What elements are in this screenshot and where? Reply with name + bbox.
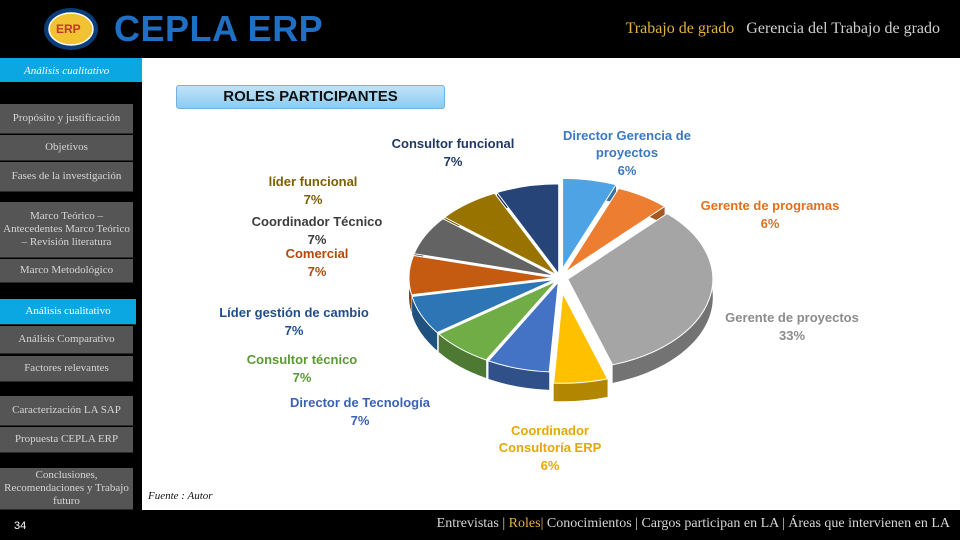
- pie-slice-side: [612, 213, 713, 383]
- header-bar: ERP CEPLA ERP Trabajo de grado Gerencia …: [0, 0, 960, 58]
- sidebar-item-caracterizacion[interactable]: Caracterización LA SAP: [0, 396, 133, 426]
- footer-nav: Entrevistas | Roles| Conocimientos | Car…: [436, 516, 950, 531]
- footer-item-conocimientos[interactable]: Conocimientos: [546, 516, 632, 531]
- sidebar-section-label: Análisis cualitativo: [0, 58, 142, 82]
- pie-slice-side: [412, 296, 438, 351]
- pie-slice-comercial: [408, 254, 555, 296]
- sidebar-item-fases[interactable]: Fases de la investigación: [0, 162, 133, 192]
- slice-value-label: 7%: [444, 154, 463, 169]
- footer-item-cargos[interactable]: Cargos participan en LA: [641, 516, 779, 531]
- slice-label: líder funcional 7%: [269, 174, 358, 207]
- pie-slice-side: [438, 334, 487, 379]
- pie-slice-director-de-tecnolog-a: [487, 280, 559, 373]
- sidebar: Análisis cualitativo Propósito y justifi…: [0, 58, 142, 510]
- sidebar-item-factores[interactable]: Factores relevantes: [0, 356, 133, 382]
- slice-value-label: 7%: [308, 232, 327, 247]
- slice-label: Gerente de proyectos 33%: [725, 310, 859, 343]
- footer-bar: Entrevistas | Roles| Conocimientos | Car…: [142, 510, 960, 540]
- slice-value-label: 7%: [293, 370, 312, 385]
- footer-item-entrevistas[interactable]: Entrevistas: [436, 516, 499, 531]
- slice-value-label: 7%: [351, 413, 370, 428]
- slice-label: Director de Tecnología 7%: [290, 395, 431, 428]
- sidebar-item-analisis-cualitativo[interactable]: Análisis cualitativo: [0, 299, 136, 325]
- pie-slice-gerente-de-programas: [564, 187, 666, 273]
- pie-slice-consultor-funcional: [496, 183, 560, 276]
- source-note: Fuente : Autor: [148, 490, 213, 502]
- slice-label: Comercial 7%: [286, 246, 349, 279]
- pie-slice-l-der-funcional: [443, 192, 557, 276]
- roles-pie-chart: Director Gerencia de proyectos 6% Gerente d…: [219, 128, 859, 473]
- slice-label: Consultor funcional 7%: [392, 136, 515, 169]
- slice-value-label: 7%: [304, 192, 323, 207]
- pie-slice-director-gerencia-de-proyectos: [562, 177, 617, 271]
- slice-value-label: 33%: [779, 328, 805, 343]
- page-number: 34: [0, 510, 142, 540]
- sidebar-item-conclusiones[interactable]: Conclusiones, Recomendaciones y Trabajo …: [0, 468, 133, 510]
- brand-title: CEPLA ERP: [114, 8, 324, 49]
- footer-item-areas[interactable]: Áreas que intervienen en LA: [788, 516, 950, 531]
- slice-label: Coordinador Consultoría ERP 6%: [499, 423, 602, 473]
- pie-slice-gerente-de-proyectos: [567, 213, 714, 366]
- nav-gerencia-trabajo[interactable]: Gerencia del Trabajo de grado: [746, 20, 940, 37]
- slice-value-label: 6%: [541, 458, 560, 473]
- slice-label: Gerente de programas 6%: [701, 198, 840, 231]
- footer-item-roles[interactable]: Roles: [508, 516, 541, 531]
- sidebar-item-analisis-comparativo[interactable]: Análisis Comparativo: [0, 326, 133, 354]
- logo-text: ERP: [56, 22, 81, 36]
- sidebar-item-proposito[interactable]: Propósito y justificación: [0, 104, 133, 134]
- header-nav: Trabajo de grado Gerencia del Trabajo de…: [626, 20, 940, 38]
- slice-value-label: 7%: [308, 264, 327, 279]
- sidebar-item-objetivos[interactable]: Objetivos: [0, 135, 133, 161]
- pie-slice-l-der-gesti-n-de-cambio: [411, 279, 555, 334]
- slice-label: Coordinador Técnico 7%: [252, 214, 383, 247]
- erp-logo-icon: ERP: [44, 8, 98, 50]
- slice-label: Director Gerencia de proyectos 6%: [563, 128, 691, 178]
- nav-trabajo-de-grado[interactable]: Trabajo de grado: [625, 20, 735, 37]
- pie-slice-coordinador-t-cnico: [413, 218, 555, 277]
- sidebar-item-marco-metodologico[interactable]: Marco Metodológico: [0, 259, 133, 283]
- chart-title: ROLES PARTICIPANTES: [176, 85, 445, 109]
- slice-value-label: 6%: [618, 163, 637, 178]
- slice-value-label: 6%: [761, 216, 780, 231]
- sidebar-item-propuesta[interactable]: Propuesta CEPLA ERP: [0, 427, 133, 453]
- sidebar-item-marco-teorico[interactable]: Marco Teórico – Antecedentes Marco Teóri…: [0, 202, 133, 258]
- slice-value-label: 7%: [285, 323, 304, 338]
- slice-label: Líder gestión de cambio 7%: [219, 305, 369, 338]
- pie-slice-side: [553, 378, 608, 402]
- slice-label: Consultor técnico 7%: [247, 352, 358, 385]
- pie-slice-side: [488, 360, 550, 390]
- pie-slice-coordinador-consultor-a-erp: [553, 291, 609, 384]
- pie-slice-consultor-t-cnico: [437, 280, 557, 361]
